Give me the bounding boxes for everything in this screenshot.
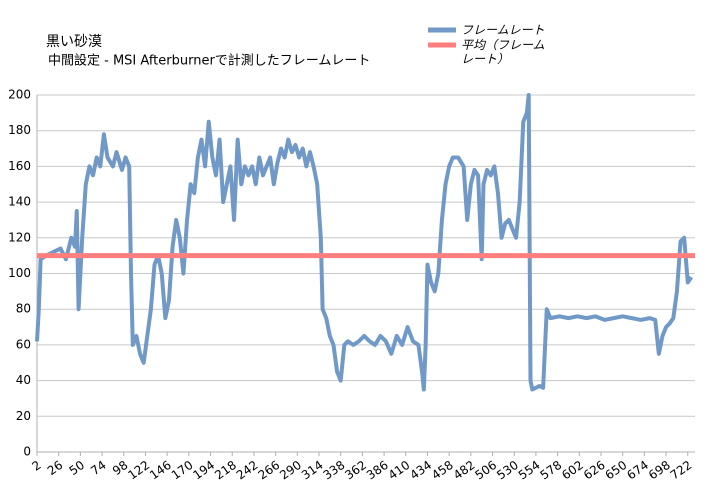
x-tick-label: 2 — [29, 458, 43, 474]
y-tick-label: 60 — [16, 337, 31, 351]
legend-entry: フレームレート — [461, 23, 545, 37]
y-tick-label: 100 — [8, 266, 31, 280]
x-tick-label: 722 — [668, 458, 695, 483]
y-tick-label: 120 — [8, 230, 31, 244]
frame-rate-line — [35, 93, 694, 392]
chart-subtitle: 中間設定 - MSI Afterburnerで計測したフレームレート — [48, 53, 370, 69]
y-tick-label: 140 — [8, 195, 31, 209]
x-tick-label: 26 — [45, 458, 66, 478]
y-tick-label: 180 — [8, 123, 31, 137]
y-tick-label: 20 — [16, 409, 31, 423]
y-tick-label: 40 — [16, 373, 31, 387]
y-tick-label: 80 — [16, 302, 31, 316]
y-tick-label: 160 — [8, 159, 31, 173]
chart-title: 黒い砂漠 — [46, 34, 102, 50]
legend-label: フレームレート — [461, 23, 545, 37]
y-tick-label: 0 — [23, 445, 31, 459]
x-tick-label: 74 — [88, 458, 109, 478]
y-tick-label: 200 — [8, 88, 31, 102]
x-tick-label: 50 — [67, 458, 88, 478]
legend-entry: 平均（フレームレート） — [461, 38, 545, 66]
legend-label: 平均（フレームレート） — [461, 38, 545, 66]
